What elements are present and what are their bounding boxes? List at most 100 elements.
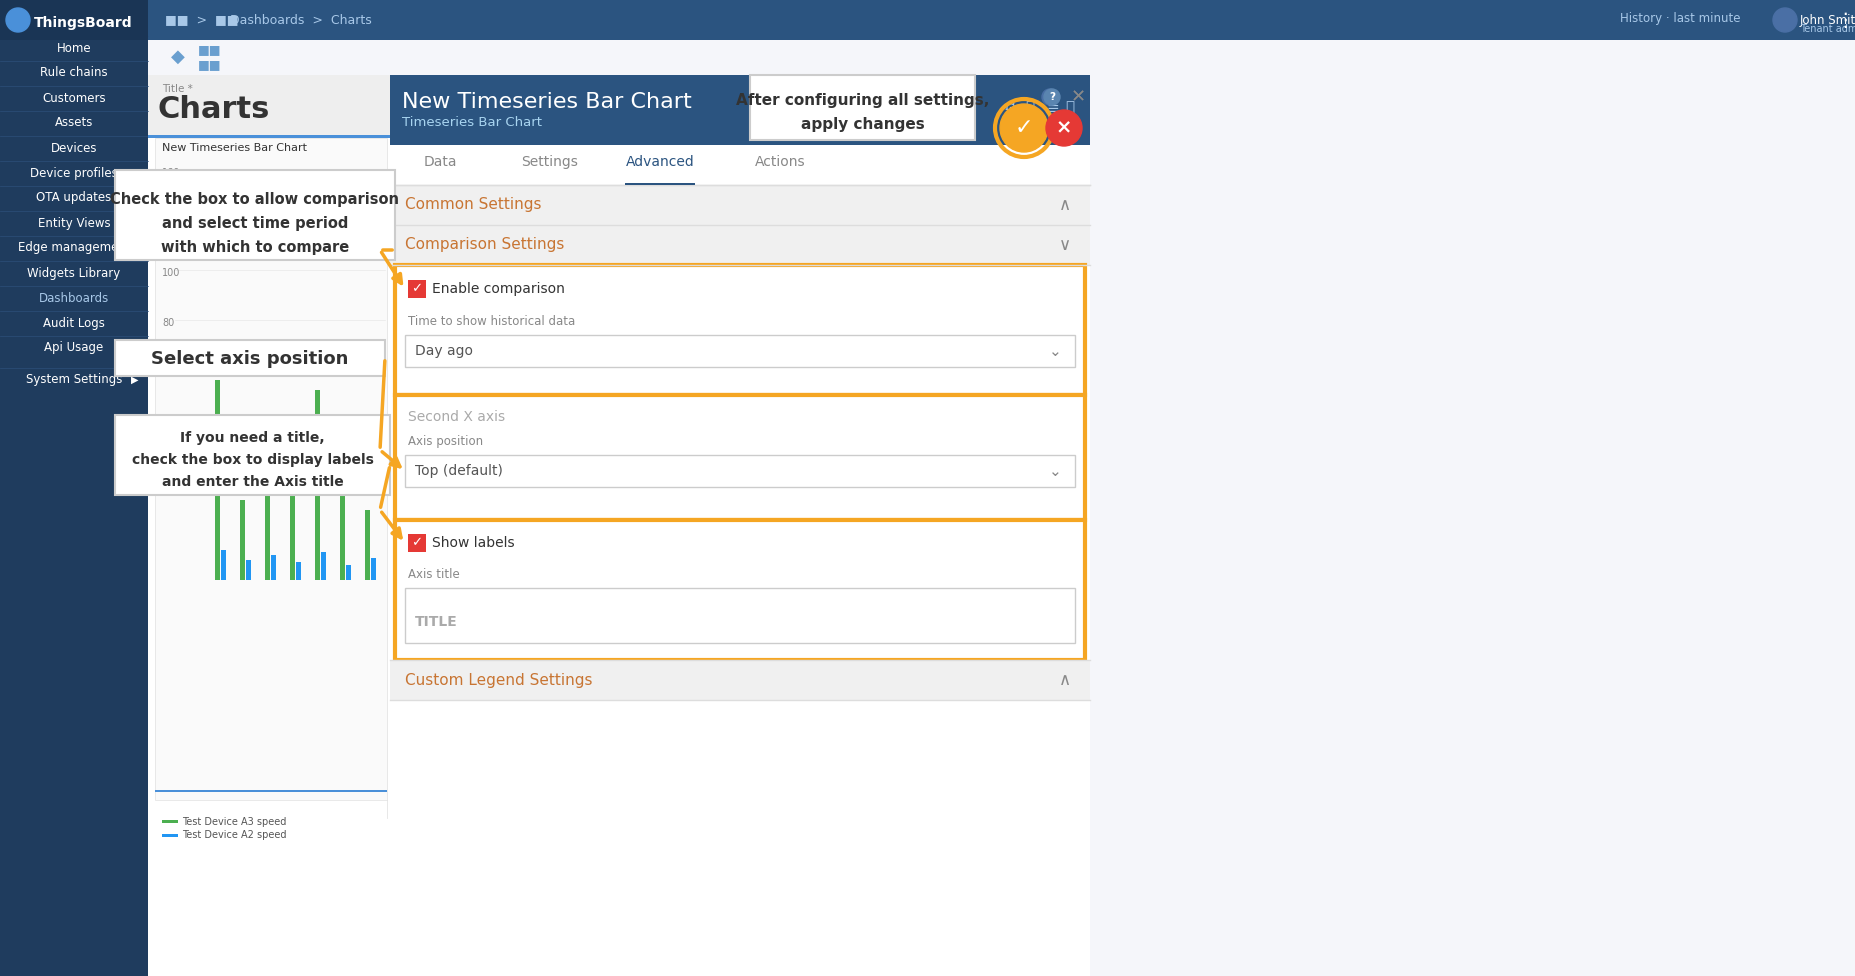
FancyBboxPatch shape: [408, 534, 427, 552]
FancyBboxPatch shape: [156, 790, 388, 792]
Text: Select axis position: Select axis position: [152, 350, 349, 368]
Text: Device profiles: Device profiles: [30, 167, 119, 180]
Text: ∨: ∨: [1059, 236, 1070, 254]
Text: Test Device A3 speed: Test Device A3 speed: [182, 817, 286, 827]
Text: Title *: Title *: [161, 84, 193, 94]
Circle shape: [6, 8, 30, 32]
Text: Second X axis: Second X axis: [408, 410, 505, 424]
Text: ▶: ▶: [132, 375, 139, 385]
Text: Show labels: Show labels: [432, 536, 514, 550]
FancyBboxPatch shape: [115, 170, 395, 260]
FancyBboxPatch shape: [115, 415, 390, 495]
Text: and select time period: and select time period: [161, 216, 349, 231]
FancyBboxPatch shape: [390, 75, 1089, 976]
Text: ≡: ≡: [1046, 101, 1059, 115]
FancyBboxPatch shape: [295, 562, 301, 580]
Text: ∧: ∧: [1059, 671, 1070, 689]
FancyBboxPatch shape: [395, 520, 1085, 660]
FancyBboxPatch shape: [148, 135, 390, 138]
Text: Timeseries Bar Chart: Timeseries Bar Chart: [403, 116, 542, 129]
Text: Axis title: Axis title: [408, 568, 460, 581]
Text: Check the box to allow comparison: Check the box to allow comparison: [111, 192, 399, 207]
FancyBboxPatch shape: [289, 470, 295, 580]
FancyBboxPatch shape: [365, 510, 369, 580]
FancyBboxPatch shape: [265, 420, 269, 580]
Text: Edge management: Edge management: [19, 241, 130, 255]
Text: Customers: Customers: [43, 92, 106, 104]
FancyBboxPatch shape: [0, 40, 148, 75]
Text: and enter the Axis title: and enter the Axis title: [161, 475, 343, 489]
Text: Test Device A2 speed: Test Device A2 speed: [182, 830, 286, 840]
Text: Advanced: Advanced: [625, 155, 694, 169]
FancyBboxPatch shape: [390, 660, 1089, 700]
Text: ■■
■■: ■■ ■■: [198, 43, 221, 71]
Text: Custom Legend Settings: Custom Legend Settings: [404, 672, 592, 687]
Text: ⚙: ⚙: [1004, 101, 1017, 115]
FancyBboxPatch shape: [390, 145, 1089, 185]
FancyBboxPatch shape: [390, 185, 1089, 225]
FancyBboxPatch shape: [404, 455, 1074, 487]
FancyBboxPatch shape: [148, 75, 390, 135]
Text: ×: ×: [1055, 118, 1072, 138]
FancyBboxPatch shape: [0, 0, 1855, 40]
Text: ?: ?: [1048, 92, 1054, 102]
FancyBboxPatch shape: [404, 588, 1074, 643]
FancyBboxPatch shape: [339, 490, 345, 580]
FancyBboxPatch shape: [239, 500, 245, 580]
Text: Api Usage: Api Usage: [45, 342, 104, 354]
Text: ⌄: ⌄: [1048, 344, 1061, 358]
Text: ■■  >  ■■: ■■ > ■■: [165, 14, 239, 26]
Text: with which to compare: with which to compare: [161, 240, 349, 255]
Text: History · last minute: History · last minute: [1619, 12, 1740, 25]
Text: If you need a title,: If you need a title,: [180, 431, 325, 445]
FancyBboxPatch shape: [148, 75, 390, 976]
FancyBboxPatch shape: [215, 380, 221, 580]
FancyBboxPatch shape: [247, 560, 250, 580]
FancyBboxPatch shape: [0, 75, 148, 976]
Text: 160: 160: [161, 168, 180, 178]
Text: Time to show historical data: Time to show historical data: [408, 315, 575, 328]
Text: Charts: Charts: [158, 95, 271, 124]
Text: ✓: ✓: [1015, 118, 1033, 138]
Text: ✓: ✓: [412, 537, 423, 549]
Text: OTA updates: OTA updates: [37, 191, 111, 205]
FancyBboxPatch shape: [395, 395, 1085, 520]
Text: ⋮: ⋮: [1835, 11, 1853, 29]
Text: ×: ×: [1070, 88, 1085, 106]
FancyBboxPatch shape: [161, 834, 178, 837]
Text: After configuring all settings,: After configuring all settings,: [735, 93, 989, 108]
Text: New Timeseries Bar Chart: New Timeseries Bar Chart: [161, 143, 306, 153]
Text: Settings: Settings: [521, 155, 579, 169]
FancyBboxPatch shape: [156, 138, 388, 818]
Text: Common Settings: Common Settings: [404, 197, 542, 213]
Text: ⌄: ⌄: [1048, 464, 1061, 478]
FancyBboxPatch shape: [404, 335, 1074, 367]
Text: Dashboards  >  Charts: Dashboards > Charts: [230, 14, 371, 26]
Text: Devices: Devices: [50, 142, 96, 154]
Text: Audit Logs: Audit Logs: [43, 316, 106, 330]
Text: Tenant administrator: Tenant administrator: [1799, 24, 1855, 34]
FancyBboxPatch shape: [321, 552, 326, 580]
Text: 40: 40: [161, 418, 174, 428]
Text: Entity Views: Entity Views: [37, 217, 109, 229]
Text: Comparison Settings: Comparison Settings: [404, 237, 564, 253]
FancyBboxPatch shape: [371, 558, 377, 580]
Text: ∧: ∧: [1059, 196, 1070, 214]
Text: System Settings: System Settings: [26, 374, 122, 386]
FancyBboxPatch shape: [156, 800, 388, 860]
Text: Axis position: Axis position: [408, 435, 482, 448]
Text: 80: 80: [161, 318, 174, 328]
Text: ×: ×: [1070, 88, 1085, 106]
Circle shape: [1041, 89, 1057, 105]
FancyBboxPatch shape: [390, 75, 1089, 145]
Text: Actions: Actions: [755, 155, 805, 169]
FancyBboxPatch shape: [390, 225, 1089, 265]
FancyBboxPatch shape: [749, 75, 974, 140]
Text: Enable comparison: Enable comparison: [432, 282, 564, 296]
FancyBboxPatch shape: [271, 555, 276, 580]
Text: John Smith: John Smith: [1799, 14, 1855, 27]
FancyBboxPatch shape: [625, 183, 694, 185]
Text: Top (default): Top (default): [416, 464, 503, 478]
FancyBboxPatch shape: [0, 0, 148, 40]
FancyBboxPatch shape: [221, 550, 226, 580]
